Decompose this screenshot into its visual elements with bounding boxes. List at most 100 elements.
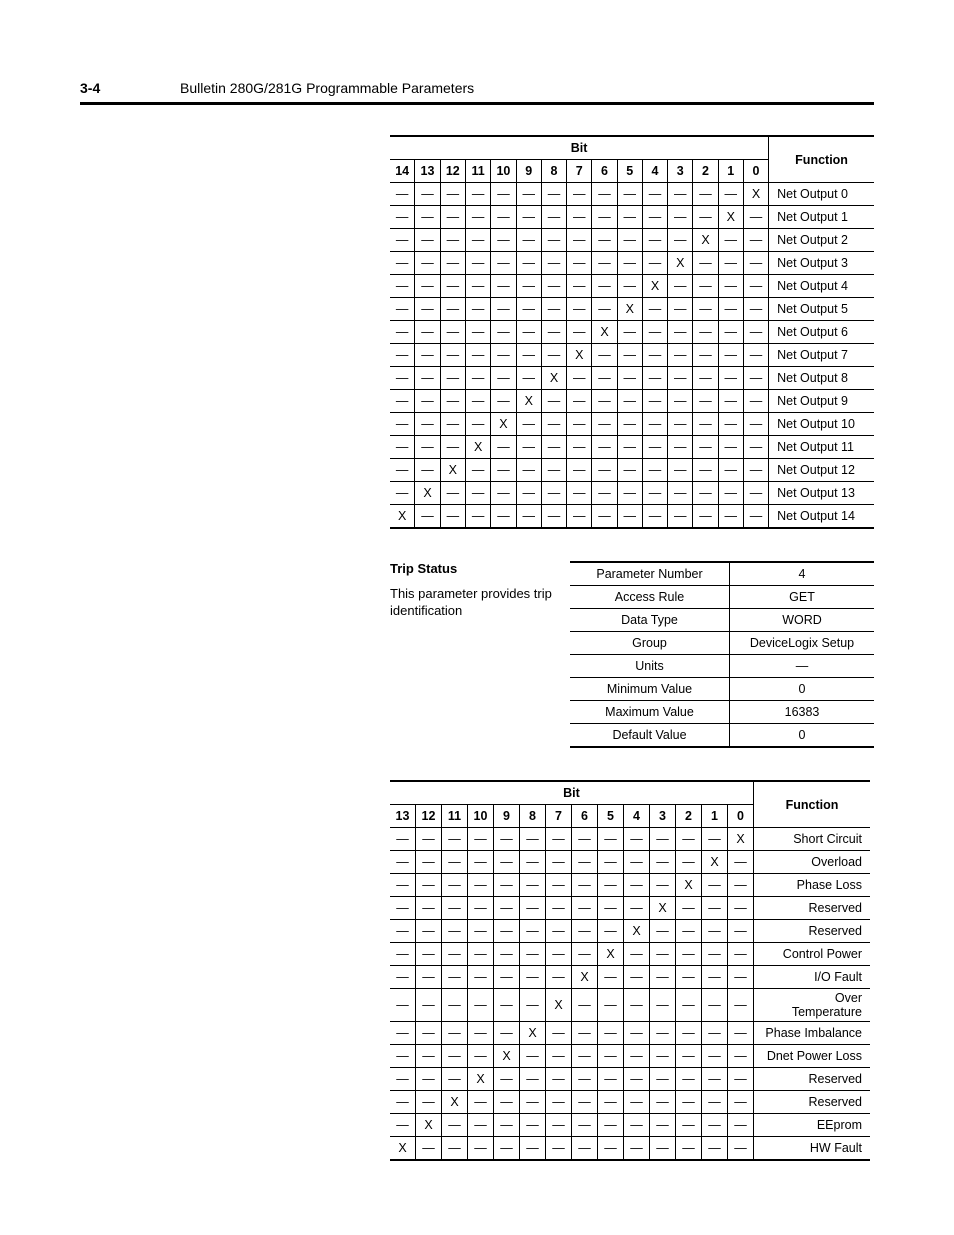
bit-cell-dash: — (546, 920, 572, 943)
bit-cell-dash: — (624, 874, 650, 897)
bit-cell-dash: — (572, 851, 598, 874)
bit-cell-dash: — (728, 943, 754, 966)
bit-cell-dash: — (465, 505, 490, 529)
bit-cell-dash: — (440, 275, 465, 298)
bit-cell-dash: — (650, 1045, 676, 1068)
bit-number-13: 13 (415, 160, 440, 183)
bit-table-1-wrap: BitFunction14131211109876543210—————————… (390, 135, 874, 529)
bit-cell-dash: — (718, 344, 743, 367)
bit-cell-dash: — (390, 413, 415, 436)
bit-cell-dash: — (650, 874, 676, 897)
bit-cell-dash: — (415, 459, 440, 482)
bit-cell-dash: — (624, 1068, 650, 1091)
bit-cell-dash: — (592, 505, 617, 529)
bit-cell-dash: — (390, 482, 415, 505)
bit-cell-dash: — (592, 275, 617, 298)
bit-cell-dash: — (491, 482, 516, 505)
bit-cell-dash: — (624, 828, 650, 851)
bit-cell-dash: — (676, 943, 702, 966)
bit-number-6: 6 (592, 160, 617, 183)
bit-number-10: 10 (468, 805, 494, 828)
bit-cell-dash: — (592, 436, 617, 459)
bit-number-1: 1 (702, 805, 728, 828)
bit-cell-dash: — (465, 229, 490, 252)
bit-cell-dash: — (541, 321, 566, 344)
function-cell: Net Output 12 (769, 459, 874, 482)
bit-cell-dash: — (440, 298, 465, 321)
bit-cell-mark: X (390, 1137, 416, 1161)
bit-cell-dash: — (516, 482, 541, 505)
bit-cell-dash: — (416, 989, 442, 1022)
bit-cell-dash: — (693, 413, 718, 436)
bit-cell-dash: — (668, 459, 693, 482)
bit-cell-dash: — (676, 851, 702, 874)
bit-cell-dash: — (642, 459, 667, 482)
bit-cell-mark: X (541, 367, 566, 390)
function-cell: Control Power (754, 943, 871, 966)
bit-cell-mark: X (440, 459, 465, 482)
bit-cell-dash: — (465, 183, 490, 206)
bit-cell-dash: — (465, 321, 490, 344)
param-value: WORD (730, 609, 874, 632)
param-label: Group (570, 632, 730, 655)
function-cell: Reserved (754, 1068, 871, 1091)
bit-cell-dash: — (516, 413, 541, 436)
bit-number-0: 0 (728, 805, 754, 828)
bit-cell-dash: — (572, 989, 598, 1022)
bit-cell-dash: — (743, 275, 768, 298)
bit-cell-dash: — (650, 1068, 676, 1091)
bit-cell-dash: — (592, 344, 617, 367)
param-value: 4 (730, 562, 874, 586)
bit-cell-dash: — (541, 229, 566, 252)
bit-cell-dash: — (442, 966, 468, 989)
bit-cell-dash: — (567, 436, 592, 459)
bit-cell-dash: — (468, 1137, 494, 1161)
param-label: Data Type (570, 609, 730, 632)
bit-cell-dash: — (693, 298, 718, 321)
bit-cell-dash: — (494, 874, 520, 897)
bit-cell-dash: — (598, 920, 624, 943)
bit-cell-dash: — (743, 206, 768, 229)
bit-cell-dash: — (416, 966, 442, 989)
bit-cell-dash: — (702, 1022, 728, 1045)
bit-cell-dash: — (491, 275, 516, 298)
bit-cell-dash: — (416, 1091, 442, 1114)
bit-cell-dash: — (650, 1022, 676, 1045)
function-cell: Net Output 6 (769, 321, 874, 344)
bit-cell-dash: — (468, 851, 494, 874)
bit-cell-dash: — (718, 229, 743, 252)
bit-cell-dash: — (650, 966, 676, 989)
bit-cell-dash: — (572, 1091, 598, 1114)
bit-cell-dash: — (650, 1114, 676, 1137)
function-cell: Phase Loss (754, 874, 871, 897)
bit-cell-mark: X (468, 1068, 494, 1091)
bit-cell-dash: — (465, 344, 490, 367)
param-value: DeviceLogix Setup (730, 632, 874, 655)
param-value: 0 (730, 724, 874, 748)
bit-cell-dash: — (415, 390, 440, 413)
bit-cell-dash: — (598, 1068, 624, 1091)
bit-cell-dash: — (567, 298, 592, 321)
bit-cell-dash: — (415, 436, 440, 459)
bit-cell-dash: — (416, 943, 442, 966)
bit-cell-dash: — (520, 851, 546, 874)
bit-number-5: 5 (598, 805, 624, 828)
bit-cell-mark: X (494, 1045, 520, 1068)
bit-cell-dash: — (676, 1045, 702, 1068)
function-cell: Net Output 1 (769, 206, 874, 229)
bit-cell-dash: — (668, 229, 693, 252)
bit-cell-mark: X (592, 321, 617, 344)
bit-cell-dash: — (416, 1137, 442, 1161)
bit-cell-dash: — (718, 321, 743, 344)
bit-cell-dash: — (390, 252, 415, 275)
function-cell: Reserved (754, 1091, 871, 1114)
bit-cell-dash: — (743, 344, 768, 367)
bit-cell-dash: — (743, 367, 768, 390)
bit-cell-dash: — (415, 183, 440, 206)
bit-cell-dash: — (567, 321, 592, 344)
bit-cell-dash: — (468, 1045, 494, 1068)
bit-cell-dash: — (440, 482, 465, 505)
bit-cell-dash: — (676, 1114, 702, 1137)
bit-cell-dash: — (390, 1022, 416, 1045)
bit-cell-dash: — (390, 344, 415, 367)
